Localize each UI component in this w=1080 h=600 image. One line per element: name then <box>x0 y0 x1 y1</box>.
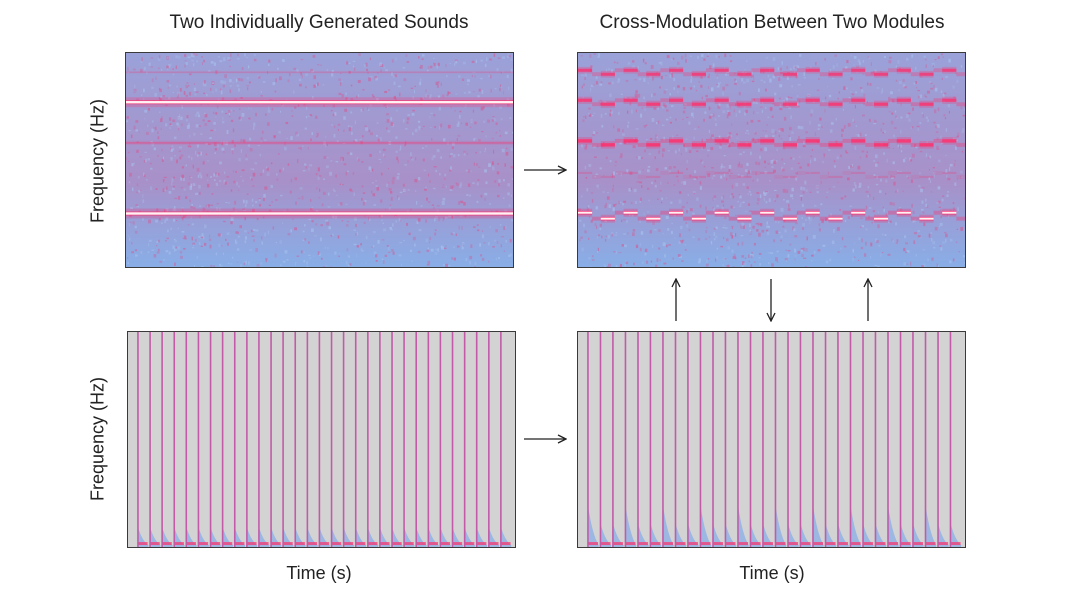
impulse-1 <box>137 332 149 547</box>
impulse-12 <box>270 332 282 547</box>
impulse-21 <box>837 332 849 547</box>
impulse-26 <box>899 332 912 547</box>
impulse-3 <box>612 332 624 547</box>
noise-texture <box>578 53 965 267</box>
impulse-22 <box>391 332 403 547</box>
impulse-7 <box>209 332 221 547</box>
x-axis-label-left: Time (s) <box>286 563 352 583</box>
impulse-26 <box>439 332 451 547</box>
y-axis-label-bottom: Frequency (Hz) <box>87 376 108 502</box>
spectrogram-bottom-right <box>577 331 966 548</box>
impulse-27 <box>912 332 924 547</box>
impulse-2 <box>149 332 161 547</box>
impulse-9 <box>233 332 246 547</box>
spectrogram-top-right <box>577 52 966 268</box>
impulse-7 <box>662 332 674 547</box>
impulse-18 <box>799 332 812 547</box>
y-axis-label-top: Frequency (Hz) <box>87 98 108 224</box>
impulse-19 <box>354 332 367 547</box>
impulse-15 <box>762 332 774 547</box>
impulse-20 <box>367 332 379 547</box>
spectrogram-bottom-left <box>127 331 516 548</box>
impulse-27 <box>451 332 463 547</box>
impulse-23 <box>862 332 874 547</box>
impulse-29 <box>475 332 487 547</box>
spectrogram-bottom-right-plot <box>578 332 965 547</box>
impulse-21 <box>379 332 391 547</box>
impulse-5 <box>185 332 197 547</box>
impulse-30 <box>488 332 500 547</box>
impulse-28 <box>463 332 475 547</box>
modulated-harmonic-4 <box>578 170 965 179</box>
spectrogram-top-right-plot <box>578 53 965 267</box>
impulse-24 <box>415 332 427 547</box>
impulse-12 <box>724 332 737 547</box>
impulse-15 <box>306 332 318 547</box>
impulse-10 <box>246 332 258 547</box>
impulse-3 <box>161 332 173 547</box>
modulated-harmonic-1 <box>578 66 965 78</box>
modulated-harmonic-5 <box>578 208 965 223</box>
impulse-25 <box>887 332 899 547</box>
impulse-10 <box>699 332 712 547</box>
impulse-5 <box>637 332 649 547</box>
impulse-16 <box>774 332 787 547</box>
impulse-17 <box>330 332 342 547</box>
impulse-11 <box>712 332 724 547</box>
impulse-1 <box>587 332 599 547</box>
impulse-24 <box>874 332 887 547</box>
impulse-19 <box>812 332 824 547</box>
impulse-31 <box>500 332 512 547</box>
impulse-8 <box>221 332 233 547</box>
impulse-13 <box>737 332 749 547</box>
x-axis-label-right: Time (s) <box>739 563 805 583</box>
impulse-16 <box>318 332 330 547</box>
spectrogram-bottom-left-plot <box>128 332 515 547</box>
spectrogram-top-left <box>125 52 514 268</box>
spectrogram-top-left-plot <box>126 53 513 267</box>
harmonic-line-3 <box>126 140 513 146</box>
title-individual-sounds: Two Individually Generated Sounds <box>169 12 469 33</box>
impulse-29 <box>937 332 949 547</box>
impulse-8 <box>674 332 687 547</box>
impulse-4 <box>173 332 185 547</box>
impulse-25 <box>427 332 439 547</box>
impulse-23 <box>403 332 415 547</box>
impulse-17 <box>787 332 799 547</box>
impulse-20 <box>824 332 837 547</box>
impulse-18 <box>342 332 354 547</box>
harmonic-line-4 <box>126 208 513 219</box>
modulated-harmonic-2 <box>578 96 965 108</box>
impulse-14 <box>294 332 306 547</box>
title-cross-modulation: Cross-Modulation Between Two Modules <box>599 12 945 33</box>
impulse-4 <box>624 332 637 547</box>
impulse-28 <box>924 332 937 547</box>
impulse-6 <box>649 332 662 547</box>
impulse-11 <box>258 332 270 547</box>
impulse-9 <box>687 332 699 547</box>
impulse-14 <box>749 332 762 547</box>
harmonic-line-2 <box>126 97 513 108</box>
impulse-13 <box>282 332 294 547</box>
impulse-6 <box>197 332 209 547</box>
impulse-22 <box>849 332 862 547</box>
harmonic-line-1 <box>126 70 513 74</box>
impulse-2 <box>599 332 612 547</box>
modulated-harmonic-3 <box>578 137 965 149</box>
impulse-30 <box>949 332 962 547</box>
